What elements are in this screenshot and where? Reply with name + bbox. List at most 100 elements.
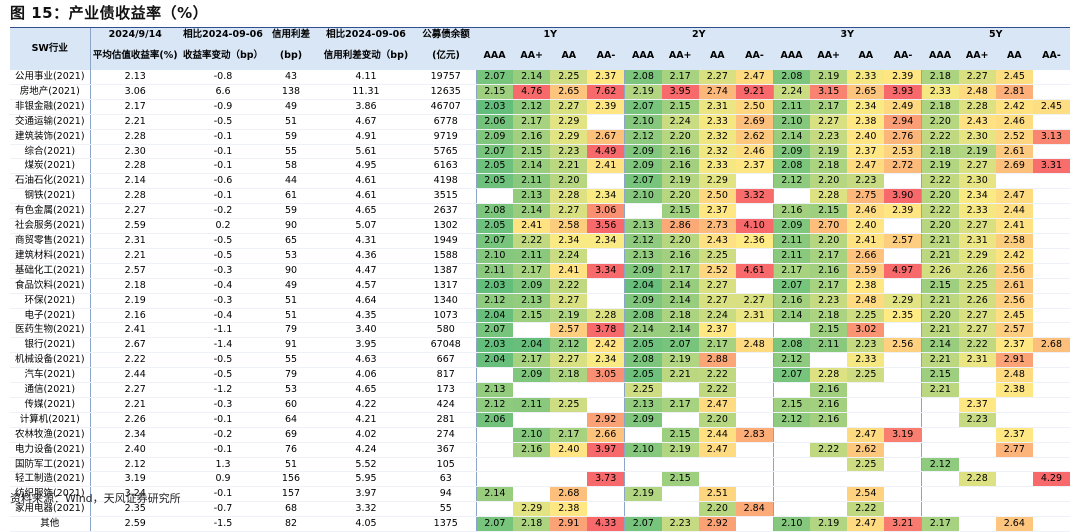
yield-grid-cell: 2.31: [735, 308, 773, 324]
yield-grid-cell: 2.28: [958, 99, 996, 115]
sector-cell: 非银金融(2021): [10, 99, 91, 115]
header-tenor-5y: 5Y: [921, 28, 1070, 42]
yield-grid-cell: [847, 471, 885, 488]
header-rating: AAA: [921, 42, 959, 70]
yield-grid-cell: [1032, 203, 1070, 220]
yield-grid-cell: 2.08: [623, 308, 662, 324]
yield-grid-cell: 2.19: [550, 308, 588, 324]
yield-grid-cell: [587, 114, 625, 130]
yield-grid-cell: 2.09: [772, 144, 811, 160]
table-row: 电子(2021) 2.16 -0.4 51 4.35 1073 2.04 2.15 2.19 2.…: [10, 308, 1070, 324]
sector-cell: 机械设备(2021): [10, 352, 91, 369]
yield-grid-cell: 2.29: [884, 293, 922, 309]
yield-grid-cell: [884, 278, 922, 294]
yield-grid-cell: 2.31: [698, 99, 736, 115]
yield-grid-cell: 2.45: [995, 308, 1033, 324]
yield-grid-cell: 2.47: [847, 427, 885, 443]
spread-change-cell: 4.22: [316, 397, 416, 413]
yield-grid-cell: 2.11: [475, 263, 514, 279]
yield-grid-cell: 3.15: [810, 84, 848, 100]
balance-cell: 817: [416, 367, 476, 384]
yield-grid-cell: [884, 471, 922, 488]
header-rating: AA: [698, 42, 736, 70]
sector-cell: 石油石化(2021): [10, 173, 91, 190]
yield-grid-cell: [884, 173, 922, 190]
yield-grid-cell: 2.04: [475, 352, 514, 369]
yield-grid-cell: 2.13: [623, 397, 662, 413]
yield-grid-cell: 2.10: [513, 427, 551, 443]
spread-cell: 58: [266, 158, 316, 175]
header-tenor-3y: 3Y: [773, 28, 922, 42]
avg-yield-cell: 2.21: [90, 248, 180, 264]
header-rating: AA-: [884, 42, 922, 70]
yield-grid-cell: [1032, 218, 1070, 234]
yield-grid-cell: 2.18: [810, 158, 848, 175]
yield-grid-cell: 3.31: [1032, 158, 1070, 175]
yield-grid-cell: [1032, 308, 1070, 324]
table-row: 建筑装饰(2021) 2.28 -0.1 59 4.91 9719 2.09 2.16 2.29…: [10, 129, 1070, 145]
yield-grid-cell: [772, 442, 811, 458]
yield-grid-cell: 3.06: [587, 203, 625, 220]
yield-grid-cell: 2.15: [475, 84, 514, 100]
spread-change-cell: 4.95: [316, 158, 416, 175]
spread-change-cell: 3.40: [316, 322, 416, 339]
yield-grid-cell: 2.47: [847, 158, 885, 175]
source-note: 资料来源：Wind，天风证券研究所: [10, 492, 181, 505]
spread-cell: 90: [266, 263, 316, 279]
yield-grid-cell: 2.15: [661, 427, 699, 443]
sector-cell: 轻工制造(2021): [10, 471, 91, 488]
yield-grid-cell: 2.09: [623, 412, 662, 428]
sector-cell: 商贸零售(2021): [10, 233, 91, 249]
yield-grid-cell: 2.24: [698, 308, 736, 324]
yield-grid-cell: 2.20: [920, 114, 959, 130]
yield-grid-cell: 2.27: [810, 114, 848, 130]
yield-grid-cell: 2.09: [772, 218, 811, 234]
yield-grid-cell: 3.97: [587, 442, 625, 458]
yield-grid-cell: 2.46: [735, 144, 773, 160]
yield-grid-cell: 3.02: [847, 322, 885, 339]
yield-grid-cell: 2.47: [698, 442, 736, 458]
yield-grid-cell: 2.86: [661, 218, 699, 234]
table-row: 计算机(2021) 2.26 -0.1 64 4.21 281 2.06 2.92 2.09 2.…: [10, 412, 1070, 428]
table-row: 其他 2.59 -1.5 82 4.05 1375 2.07 2.18 2.91 4.33 2.07…: [10, 516, 1070, 532]
yield-grid-cell: 2.48: [847, 293, 885, 309]
sector-cell: 基础化工(2021): [10, 263, 91, 279]
yield-grid-cell: 2.19: [810, 70, 848, 85]
yield-grid-cell: [735, 486, 773, 503]
yield-grid-cell: 2.11: [513, 173, 551, 190]
yield-grid-cell: [995, 173, 1033, 190]
yield-change-cell: 1.3: [180, 457, 266, 473]
yield-grid-cell: [1032, 412, 1070, 428]
yield-grid-cell: [958, 501, 996, 518]
yield-grid-cell: 2.05: [623, 367, 662, 384]
yield-grid-cell: [958, 442, 996, 458]
yield-grid-cell: 2.17: [513, 114, 551, 130]
yield-grid-cell: 2.29: [550, 129, 588, 145]
yield-grid-cell: 2.48: [995, 367, 1033, 384]
yield-grid-cell: 2.19: [623, 84, 662, 100]
yield-grid-cell: [661, 486, 699, 503]
balance-cell: 5765: [416, 144, 476, 160]
header-rating: AA+: [513, 42, 551, 70]
spread-cell: 157: [266, 486, 316, 503]
spread-change-cell: 4.24: [316, 442, 416, 458]
yield-grid-cell: 2.19: [623, 486, 662, 503]
yield-grid-cell: 2.28: [810, 367, 848, 384]
balance-cell: 4198: [416, 173, 476, 190]
yield-grid-cell: 2.07: [623, 173, 662, 190]
yield-grid-cell: [810, 471, 848, 488]
yield-grid-cell: 2.17: [513, 352, 551, 369]
yield-grid-cell: 2.22: [513, 233, 551, 249]
yield-grid-cell: 2.42: [995, 99, 1033, 115]
balance-cell: 67048: [416, 337, 476, 354]
header-rating: AA: [995, 42, 1033, 70]
yield-grid-cell: 2.07: [661, 337, 699, 354]
avg-yield-cell: 3.24: [90, 486, 180, 503]
yield-grid-cell: 2.18: [550, 367, 588, 384]
yield-grid-cell: 2.17: [920, 516, 959, 532]
yield-grid-cell: [735, 203, 773, 220]
table-row: 食品饮料(2021) 2.18 -0.4 49 4.57 1317 2.03 2.09 2.22…: [10, 278, 1070, 294]
yield-grid-cell: 2.27: [698, 70, 736, 85]
yield-grid-cell: [1032, 516, 1070, 532]
yield-grid-cell: 2.13: [513, 293, 551, 309]
